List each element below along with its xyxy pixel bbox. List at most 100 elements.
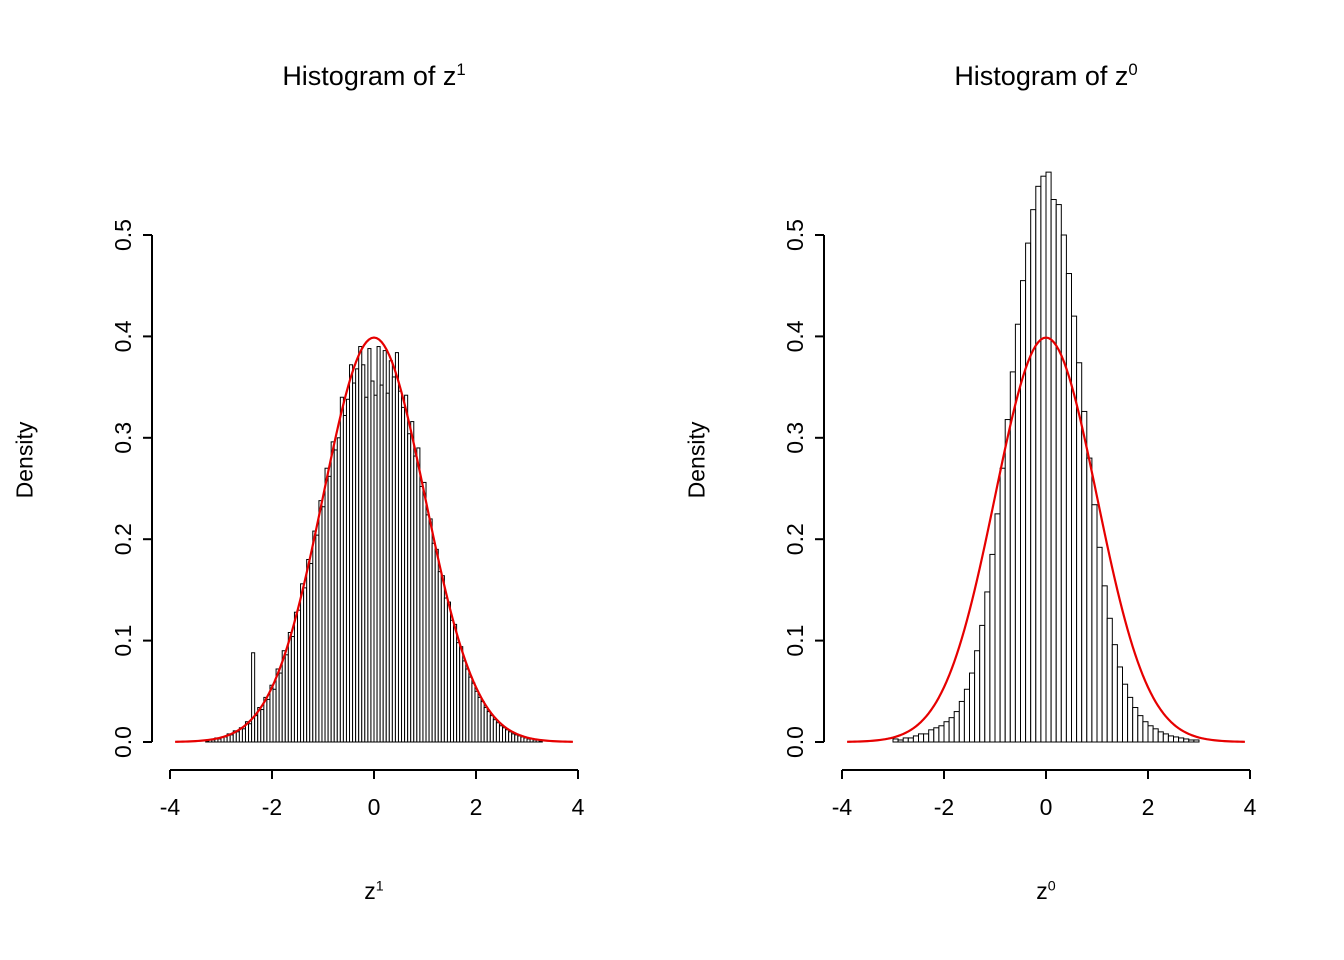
histogram-bar — [897, 739, 904, 743]
histogram-bar — [1020, 280, 1027, 743]
normal-curve — [847, 336, 1245, 743]
histogram-bar — [907, 737, 914, 743]
histogram-bar — [984, 591, 991, 743]
histogram-bar — [1055, 204, 1062, 743]
histogram-bar — [1122, 683, 1129, 743]
chart-title-superscript: 1 — [456, 60, 466, 79]
histogram-bar — [1178, 737, 1185, 743]
histogram-bar — [1091, 504, 1098, 743]
histogram-bar — [1025, 242, 1032, 743]
histogram-bar — [902, 737, 909, 743]
histogram-bars — [205, 346, 543, 743]
histogram-plot-z0: 0.0 0.1 0.2 0.3 0.4 0.5 -4 -2 0 2 4 — [782, 171, 1257, 820]
histogram-bar — [979, 624, 986, 743]
histogram-bar — [963, 688, 970, 743]
y-axis: 0.0 0.1 0.2 0.3 0.4 0.5 — [782, 219, 825, 758]
histogram-bar — [999, 467, 1006, 743]
y-tick-label: 0.2 — [782, 523, 808, 555]
histogram-bar — [1065, 273, 1072, 743]
x-axis: -4 -2 0 2 4 — [160, 769, 585, 820]
histogram-bar — [1157, 731, 1164, 743]
histogram-bar — [1137, 715, 1144, 743]
histogram-bar — [969, 672, 976, 743]
y-tick-label: 0.5 — [110, 219, 136, 251]
histogram-bar — [1086, 457, 1093, 743]
histogram-bar — [1147, 725, 1154, 743]
histogram-bar — [1162, 733, 1169, 743]
y-tick-label: 0.4 — [782, 320, 808, 352]
histogram-bar — [1127, 696, 1134, 743]
chart-title-z1: Histogram of z1 — [170, 60, 578, 92]
x-tick-label: 0 — [1040, 794, 1053, 820]
x-axis-label-z1: z1 — [170, 878, 578, 905]
histogram-bar — [918, 733, 925, 743]
x-tick-label: 2 — [470, 794, 483, 820]
x-axis-label-superscript: 1 — [375, 878, 384, 895]
y-tick-label: 0.2 — [110, 523, 136, 555]
histogram-bar — [938, 725, 945, 743]
y-tick-label: 0.3 — [782, 422, 808, 454]
x-axis: -4 -2 0 2 4 — [832, 769, 1257, 820]
histogram-bar — [1116, 666, 1123, 743]
histogram-bar — [1009, 371, 1016, 743]
panel-z1: Histogram of z1 Density 0.0 0.1 0.2 0.3 0.4 0… — [12, 60, 585, 905]
chart-title-text: Histogram of z — [282, 61, 457, 91]
histogram-bar — [928, 729, 935, 743]
y-tick-label: 0.0 — [110, 726, 136, 758]
histogram-bar — [1142, 721, 1149, 743]
histogram-bar — [1060, 234, 1067, 743]
histogram-bar — [1106, 617, 1113, 743]
x-tick-label: 4 — [1244, 794, 1257, 820]
histogram-bar — [1040, 175, 1047, 743]
histogram-bar — [1101, 585, 1108, 743]
chart-title-superscript: 0 — [1128, 60, 1138, 79]
y-tick-label: 0.5 — [782, 219, 808, 251]
histogram-bar — [1193, 739, 1200, 743]
histogram-bar — [1004, 419, 1011, 743]
histogram-bars — [892, 171, 1200, 743]
x-axis-label-text: z — [364, 878, 376, 904]
histogram-bar — [953, 711, 960, 743]
normal-curve — [175, 336, 573, 743]
histogram-bar — [989, 553, 996, 743]
x-tick-label: 2 — [1142, 794, 1155, 820]
x-tick-label: -4 — [832, 794, 853, 820]
chart-title-z0: Histogram of z0 — [842, 60, 1250, 92]
x-tick-label: -2 — [934, 794, 954, 820]
histogram-bar — [1183, 738, 1190, 743]
histogram-bar — [1173, 736, 1180, 743]
histogram-bar — [1050, 199, 1057, 743]
histogram-bar — [943, 721, 950, 743]
histogram-bar — [1096, 546, 1103, 743]
histogram-bar — [974, 650, 981, 743]
histogram-bar — [912, 735, 919, 743]
y-tick-label: 0.1 — [782, 625, 808, 657]
histogram-bar — [892, 738, 899, 743]
histogram-bar — [1035, 185, 1042, 743]
y-tick-label: 0.1 — [110, 625, 136, 657]
y-tick-label: 0.0 — [782, 726, 808, 758]
histogram-bar — [1152, 728, 1159, 743]
histogram-bar — [994, 513, 1001, 743]
x-tick-label: -4 — [160, 794, 181, 820]
histogram-bar — [1071, 315, 1078, 743]
x-tick-label: 0 — [368, 794, 381, 820]
histogram-bar — [1188, 739, 1195, 743]
x-axis-label-text: z — [1036, 878, 1048, 904]
histogram-bar — [958, 700, 965, 743]
histogram-bar — [1045, 171, 1052, 743]
x-tick-label: -2 — [262, 794, 282, 820]
histogram-bar — [1111, 644, 1118, 743]
histogram-bar — [251, 652, 256, 743]
chart-title-text: Histogram of z — [954, 61, 1129, 91]
x-tick-label: 4 — [572, 794, 585, 820]
histogram-bar — [1030, 209, 1037, 743]
histogram-bar — [948, 717, 955, 743]
histogram-bar — [1081, 410, 1088, 743]
panel-z0: Histogram of z0 Density 0.0 0.1 0.2 0.3 0.4 0… — [672, 0, 1344, 960]
y-axis: 0.0 0.1 0.2 0.3 0.4 0.5 — [110, 219, 153, 758]
x-axis-label-superscript: 0 — [1047, 878, 1056, 895]
histogram-bar — [933, 727, 940, 743]
y-tick-label: 0.3 — [110, 422, 136, 454]
